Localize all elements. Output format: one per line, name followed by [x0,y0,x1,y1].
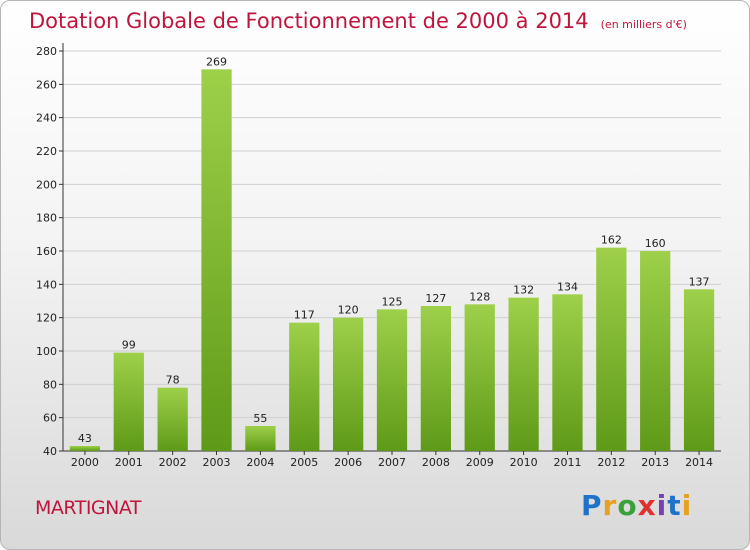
data-label: 55 [253,412,267,425]
x-tick-label: 2013 [641,456,669,469]
chart-title-text: Dotation Globale de Fonctionnement de 20… [29,9,589,33]
y-tick-label: 40 [43,445,57,458]
bar-2013 [640,251,671,451]
y-tick-label: 160 [36,245,57,258]
bar-2001 [113,352,144,451]
data-label: 127 [425,292,446,305]
logo-letter: t [667,489,682,522]
y-tick-label: 100 [36,345,57,358]
data-label: 134 [557,280,578,293]
axes: 40 60 80 100 120 140 160 180 200 220 240 260 280 2000… [36,43,721,469]
data-label: 128 [469,290,490,303]
chart-subtitle: (en milliers d'€) [600,18,687,31]
city-name: MARTIGNAT [35,497,141,519]
x-tick-label: 2006 [334,456,362,469]
data-label: 269 [206,55,227,68]
x-tick-label: 2001 [115,456,143,469]
bar-2006 [332,317,364,451]
logo-letter: o [617,489,638,522]
bar-2011 [552,294,583,451]
x-tick-label: 2010 [510,456,538,469]
bar-2014 [683,289,715,451]
logo-letter: i [681,489,693,522]
data-label: 160 [645,237,666,250]
y-tick-label: 80 [43,378,57,391]
x-tick-label: 2014 [685,456,713,469]
y-tick-label: 280 [36,45,57,58]
logo-letter: i [656,489,668,522]
x-tick-label: 2012 [597,456,625,469]
bar-2004 [245,426,276,451]
x-tick-label: 2005 [290,456,318,469]
data-label: 162 [601,234,622,247]
data-label: 137 [689,275,710,288]
data-label: 120 [338,304,359,317]
logo-letter: x [637,489,657,522]
x-tick-label: 2008 [422,456,450,469]
y-tick-label: 60 [43,412,57,425]
bar-2008 [420,306,452,451]
bar-2003 [201,69,232,451]
proxiti-logo: Proxiti [581,489,692,522]
data-labels: 43 99 78 269 55 117 120 125 127 128 132 134 162 160 13… [78,55,710,445]
bar-2002 [157,387,188,451]
x-tick-label: 2002 [159,456,187,469]
y-tick-label: 140 [36,278,57,291]
x-tick-label: 2000 [71,456,99,469]
chart-title: Dotation Globale de Fonctionnement de 20… [29,9,687,33]
data-label: 43 [78,432,92,445]
y-tick-label: 260 [36,78,57,91]
y-tick-label: 240 [36,112,57,125]
data-label: 125 [382,295,403,308]
bars [69,69,715,451]
bar-2007 [376,309,408,451]
data-label: 78 [166,374,180,387]
data-label: 99 [122,339,136,352]
data-label: 132 [513,284,534,297]
x-tick-label: 2003 [203,456,231,469]
logo-letter: r [602,489,618,522]
x-tick-label: 2004 [246,456,274,469]
data-label: 117 [294,309,315,322]
logo-letter: P [581,489,603,522]
x-tick-label: 2009 [466,456,494,469]
bar-2000 [69,446,101,451]
bar-2005 [289,322,320,451]
x-tick-label: 2011 [553,456,581,469]
y-tick-label: 180 [36,212,57,225]
bar-2012 [596,247,627,451]
y-tick-label: 220 [36,145,57,158]
y-tick-label: 200 [36,178,57,191]
y-tick-label: 120 [36,312,57,325]
x-tick-label: 2007 [378,456,406,469]
bar-2009 [464,304,495,451]
bar-2010 [508,297,539,451]
